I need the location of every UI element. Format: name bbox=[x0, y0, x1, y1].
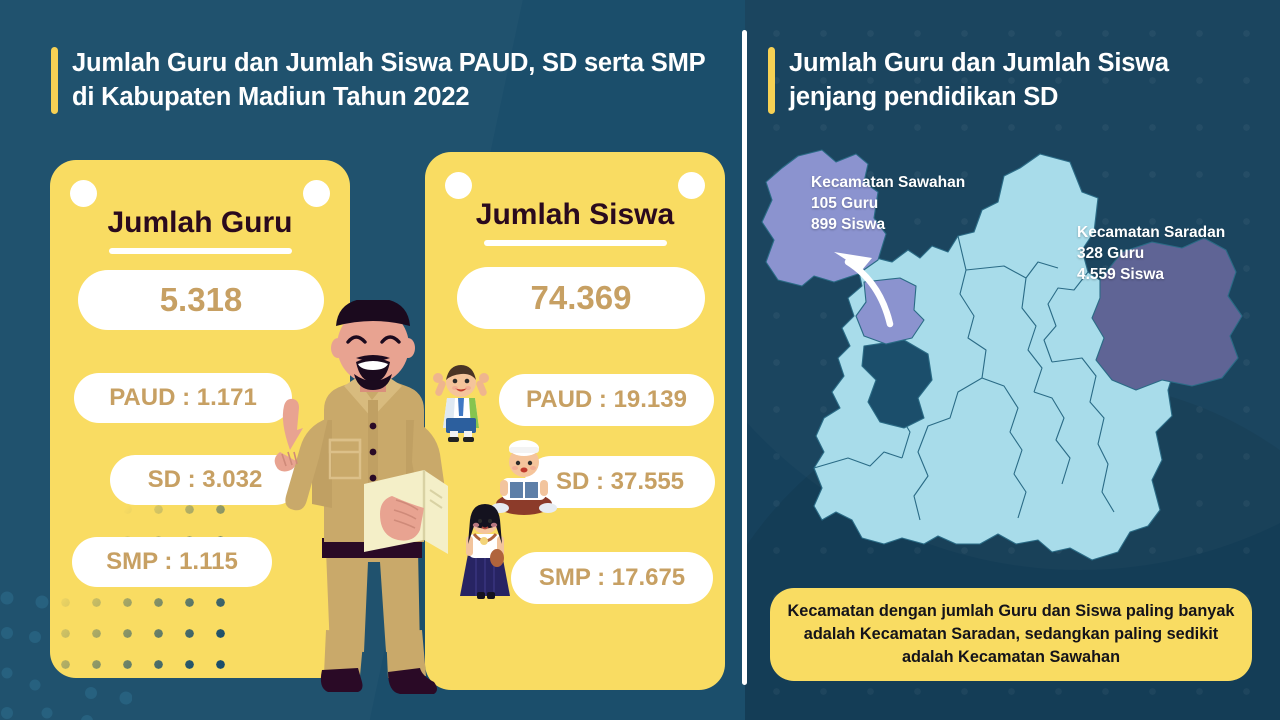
map-label-sawahan: Kecamatan Sawahan 105 Guru 899 Siswa bbox=[811, 172, 965, 235]
map-label-teachers: 105 Guru bbox=[811, 195, 879, 213]
map-label-saradan: Kecamatan Saradan 328 Guru 4.559 Siswa bbox=[1077, 222, 1225, 285]
right-heading-text: Jumlah Guru dan Jumlah Siswa jenjang pen… bbox=[789, 49, 1169, 111]
card-title: Jumlah Siswa bbox=[475, 198, 675, 231]
guru-smp-value: SMP : 1.115 bbox=[72, 537, 272, 587]
map-region-saradan bbox=[1091, 237, 1243, 391]
card-title-underline bbox=[108, 248, 292, 254]
siswa-paud-value: PAUD : 19.139 bbox=[499, 374, 714, 426]
student-smp-illustration bbox=[460, 504, 510, 599]
left-heading-text: Jumlah Guru dan Jumlah Siswa PAUD, SD se… bbox=[72, 49, 705, 111]
punch-hole-left bbox=[445, 172, 472, 199]
map-label-students: 4.559 Siswa bbox=[1077, 266, 1165, 284]
guru-paud-value: PAUD : 1.171 bbox=[74, 373, 292, 423]
map-region-sawahan-callout bbox=[761, 149, 887, 287]
map-label-district: Kecamatan Saradan bbox=[1077, 224, 1226, 241]
map-label-teachers: 328 Guru bbox=[1077, 245, 1145, 263]
punch-hole-left bbox=[70, 180, 97, 207]
madiun-regency-map bbox=[761, 149, 1243, 561]
map-region-dark bbox=[861, 339, 933, 429]
heading-accent-bar bbox=[51, 47, 58, 115]
map-label-district: Kecamatan Sawahan bbox=[811, 174, 966, 191]
guru-sd-value: SD : 3.032 bbox=[110, 455, 300, 505]
punch-hole-right bbox=[678, 172, 705, 199]
right-heading: Jumlah Guru dan Jumlah Siswa jenjang pen… bbox=[768, 47, 1238, 115]
siswa-sd-value: SD : 37.555 bbox=[525, 456, 715, 508]
map-caption: Kecamatan dengan jumlah Guru dan Siswa p… bbox=[770, 588, 1252, 681]
map-label-students: 899 Siswa bbox=[811, 216, 886, 234]
heading-accent-bar bbox=[768, 47, 775, 115]
guru-total-value: 5.318 bbox=[78, 270, 324, 330]
siswa-smp-value: SMP : 17.675 bbox=[511, 552, 713, 604]
student-sd-illustration bbox=[491, 440, 557, 515]
card-title-underline bbox=[483, 240, 667, 246]
map-arrow-head bbox=[834, 252, 872, 270]
student-paud-illustration bbox=[433, 365, 489, 442]
card-title: Jumlah Guru bbox=[107, 206, 293, 239]
map-region-sawahan-inset bbox=[855, 277, 925, 345]
panel-divider bbox=[742, 30, 747, 685]
punch-hole-right bbox=[303, 180, 330, 207]
stat-card-guru: Jumlah Guru 5.318 PAUD : 1.171 SD : 3.03… bbox=[50, 160, 350, 678]
left-heading: Jumlah Guru dan Jumlah Siswa PAUD, SD se… bbox=[51, 47, 711, 115]
siswa-total-value: 74.369 bbox=[457, 267, 705, 329]
teacher-illustration bbox=[274, 300, 448, 694]
map-callout-arrow bbox=[844, 258, 894, 328]
